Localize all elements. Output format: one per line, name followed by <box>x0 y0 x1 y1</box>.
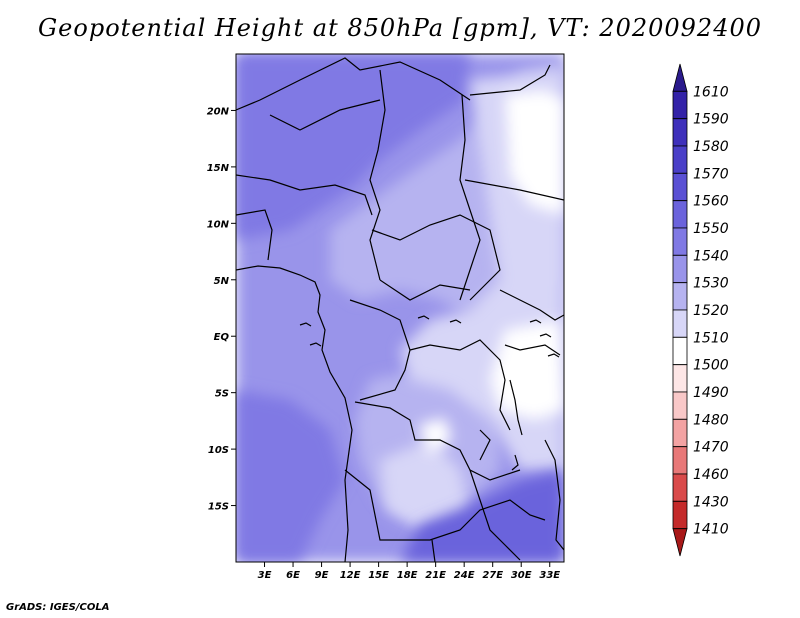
border-line <box>511 454 519 471</box>
colorbar-label: 1500 <box>693 358 729 374</box>
colorbar-label: 1490 <box>693 385 729 401</box>
border-line <box>431 539 436 562</box>
border-line <box>269 99 381 131</box>
field-region-south-east-high <box>400 470 564 562</box>
colorbar-swatch <box>672 473 688 502</box>
colorbar: 1610 1590 1580 1570 1560 1550 1540 1530 1520 1510… <box>672 63 729 557</box>
border-line <box>469 64 551 96</box>
lake-outline <box>299 322 312 327</box>
x-tick-label: 18E <box>397 570 418 581</box>
field-region-north-west-high <box>236 54 470 240</box>
lake-outline <box>309 342 322 347</box>
chart-title: Geopotential Height at 850hPa [gpm], VT:… <box>38 14 762 42</box>
colorbar-swatch <box>672 254 688 284</box>
field-region-north-east-low <box>505 90 564 215</box>
colorbar-swatch <box>672 336 688 366</box>
y-tick-label: 20N <box>207 106 230 117</box>
y-tick-label: 5S <box>215 389 229 400</box>
y-tick-label: 5N <box>214 276 230 287</box>
border-line <box>459 94 481 301</box>
border-line <box>464 179 564 201</box>
y-axis: 20N 15N 10N 5N EQ 5S 10S 15S <box>207 106 236 513</box>
x-tick-label: 3E <box>258 570 272 581</box>
x-tick-label: 27E <box>482 570 503 581</box>
colorbar-swatch <box>672 528 688 557</box>
x-tick-label: 33E <box>539 570 560 581</box>
colorbar-label: 1430 <box>693 494 729 510</box>
colorbar-swatch <box>672 145 688 174</box>
colorbar-swatch <box>672 446 688 475</box>
y-tick-label: EQ <box>214 332 230 343</box>
lake-outline <box>547 353 560 358</box>
border-line <box>499 289 564 321</box>
colorbar-swatch <box>672 118 688 147</box>
colorbar-swatch <box>672 200 688 229</box>
colorbar-label: 1610 <box>693 84 729 100</box>
border-line <box>379 279 471 301</box>
border-line <box>236 57 471 111</box>
border-line <box>409 339 511 431</box>
colorbar-label: 1570 <box>693 166 729 182</box>
colorbar-label: 1510 <box>693 330 729 346</box>
border-line <box>236 265 353 562</box>
colorbar-swatch <box>672 391 688 420</box>
x-tick-label: 9E <box>315 570 329 581</box>
y-tick-label: 15S <box>208 502 229 513</box>
colorbar-label: 1550 <box>693 221 729 237</box>
colorbar-label: 1530 <box>693 276 729 292</box>
border-line <box>371 214 501 301</box>
x-tick-label: 30E <box>511 570 532 581</box>
border-line <box>469 469 521 561</box>
colorbar-swatch <box>672 227 688 256</box>
lake-outline <box>539 333 552 338</box>
colorbar-swatch <box>672 282 688 311</box>
colorbar-label: 1520 <box>693 303 729 319</box>
lake-outline <box>417 315 430 320</box>
border-line <box>236 209 273 261</box>
colorbar-label: 1590 <box>693 112 729 128</box>
border-line <box>369 69 386 281</box>
colorbar-label: 1560 <box>693 194 729 210</box>
border-line <box>544 439 564 551</box>
country-borders <box>236 57 564 562</box>
colorbar-swatch <box>672 63 688 92</box>
y-tick-label: 10S <box>208 445 229 456</box>
x-axis: 3E 6E 9E 12E 15E 18E 21E 24E 27E 30E 33E <box>258 562 560 581</box>
x-tick-label: 21E <box>425 570 446 581</box>
colorbar-label: 1480 <box>693 412 729 428</box>
map-frame <box>235 53 565 563</box>
border-line <box>236 174 373 216</box>
x-tick-label: 24E <box>454 570 475 581</box>
x-tick-label: 15E <box>368 570 389 581</box>
colorbar-swatch <box>672 364 688 393</box>
colorbar-swatch <box>672 90 688 120</box>
field-region-south-west-high <box>236 390 345 562</box>
x-tick-label: 12E <box>340 570 361 581</box>
geopotential-field <box>236 54 564 562</box>
colorbar-label: 1410 <box>693 522 729 538</box>
field-region-lake-victoria-low <box>418 320 564 455</box>
colorbar-swatch <box>672 418 688 448</box>
grads-credit: GrADS: IGES/COLA <box>6 602 110 613</box>
x-tick-label: 6E <box>286 570 300 581</box>
border-line <box>354 401 521 481</box>
colorbar-label: 1460 <box>693 467 729 483</box>
border-line <box>479 429 491 461</box>
border-line <box>509 379 523 436</box>
lake-outline <box>449 319 462 324</box>
colorbar-label: 1580 <box>693 139 729 155</box>
colorbar-label: 1540 <box>693 248 729 264</box>
colorbar-swatch <box>672 172 688 202</box>
y-tick-label: 10N <box>207 219 230 230</box>
border-line <box>504 344 561 356</box>
colorbar-swatch <box>672 500 688 530</box>
y-tick-label: 15N <box>207 163 230 174</box>
border-line <box>344 469 546 541</box>
colorbar-label: 1470 <box>693 440 729 456</box>
lake-outline <box>529 319 542 324</box>
colorbar-swatch <box>672 309 688 338</box>
